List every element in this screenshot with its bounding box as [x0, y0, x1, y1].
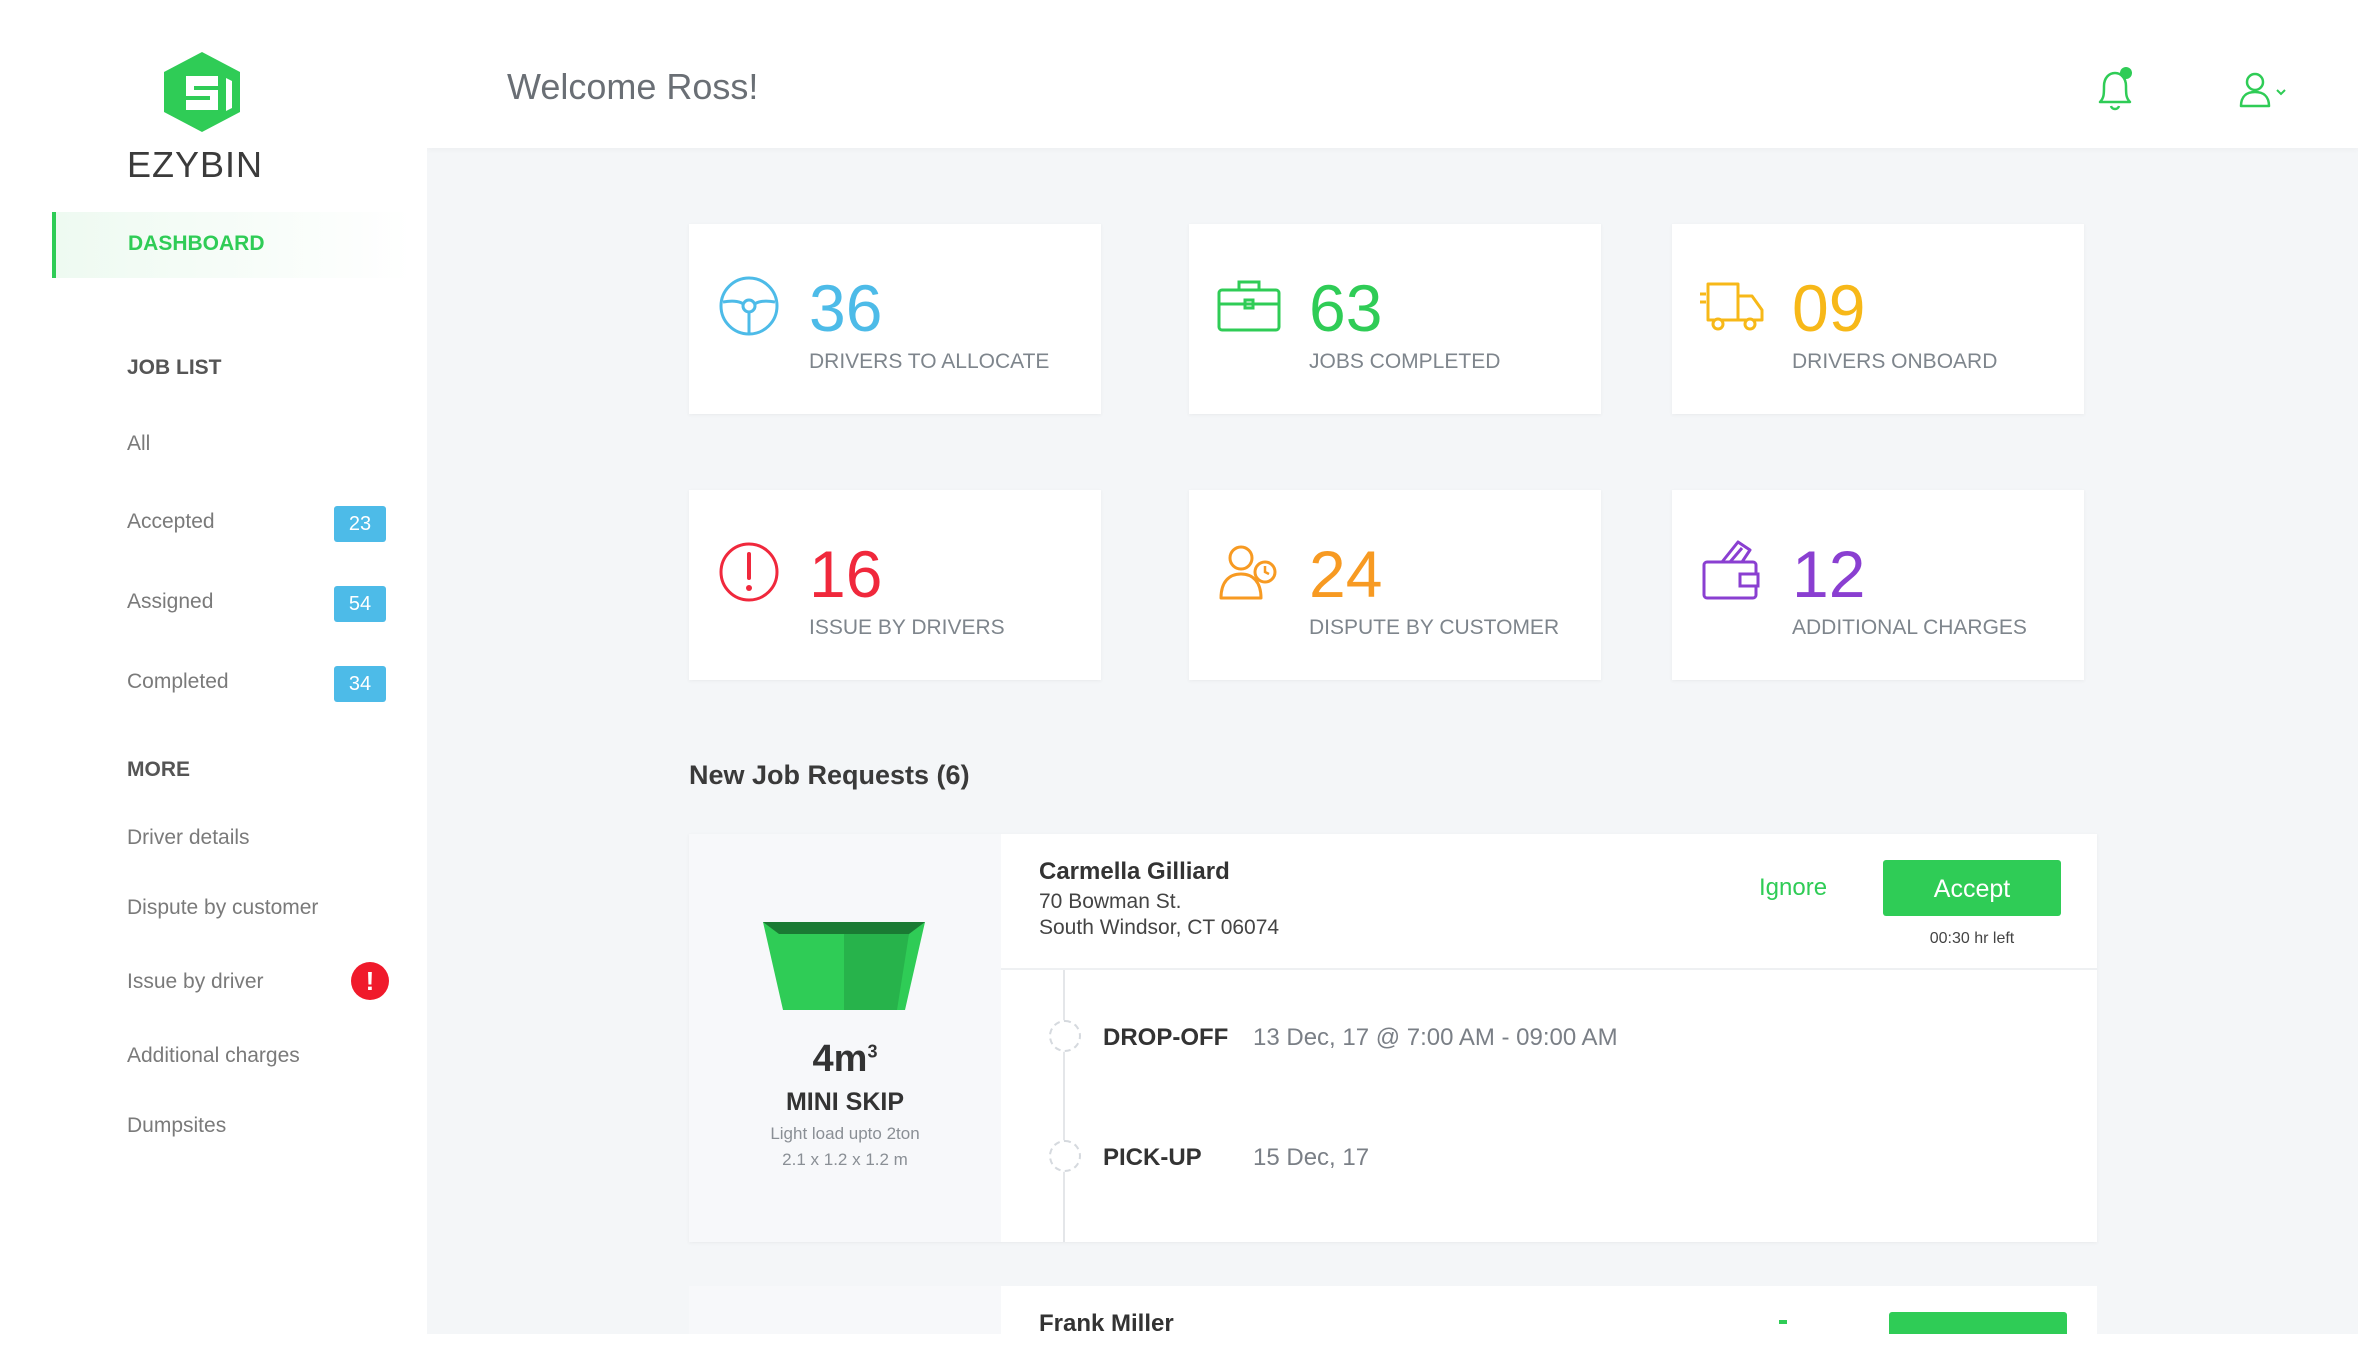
main-content: Welcome Ross! 36 DRIVERS TO ALLOCATE 63 … — [427, 36, 2358, 1334]
sidebar-item-dispute-by-customer[interactable]: Dispute by customer — [127, 896, 319, 919]
stat-value: 09 — [1792, 271, 1866, 345]
stat-card-drivers-onboard[interactable]: 09 DRIVERS ONBOARD — [1672, 224, 2084, 414]
timeline-dot-pickup — [1049, 1140, 1081, 1172]
sidebar-item-dumpsites[interactable]: Dumpsites — [127, 1114, 227, 1137]
sidebar: EZYBIN DASHBOARD JOB LIST All Accepted 2… — [0, 0, 427, 1354]
stat-value: 24 — [1309, 537, 1383, 611]
stat-label: DRIVERS TO ALLOCATE — [809, 350, 1050, 373]
customer-address-line2: South Windsor, CT 06074 — [1039, 916, 1280, 939]
stat-label: JOBS COMPLETED — [1309, 350, 1501, 373]
steering-wheel-icon — [719, 276, 779, 336]
bell-icon[interactable] — [2090, 64, 2140, 116]
accept-button[interactable]: Accept — [1883, 860, 2061, 916]
sidebar-item-assigned[interactable]: Assigned — [127, 590, 214, 613]
sidebar-item-completed[interactable]: Completed — [127, 670, 229, 693]
customer-address-line1: 70 Bowman St. — [1039, 890, 1182, 913]
section-title-more: MORE — [127, 758, 190, 781]
skip-info: 4m3 MINI SKIP Light load upto 2ton 2.1 x… — [689, 834, 1001, 1242]
dropoff-label: DROP-OFF — [1103, 1024, 1229, 1051]
brand-name: EZYBIN — [127, 144, 264, 185]
timeline-line — [1063, 970, 1065, 1242]
sidebar-item-label: DASHBOARD — [128, 232, 265, 255]
ezybin-logo-icon — [164, 52, 240, 132]
user-menu-icon[interactable] — [2235, 68, 2295, 112]
sidebar-item-accepted[interactable]: Accepted — [127, 510, 215, 533]
skip-dimensions: 2.1 x 1.2 x 1.2 m — [782, 1150, 908, 1169]
job-request-card: Frank Miller — [689, 1286, 2097, 1334]
stat-value: 36 — [809, 271, 883, 345]
pickup-value: 15 Dec, 17 — [1253, 1144, 1370, 1171]
accept-button[interactable] — [1889, 1312, 2067, 1334]
skip-name: MINI SKIP — [785, 1088, 905, 1116]
stat-label: DISPUTE BY CUSTOMER — [1309, 616, 1560, 639]
job-request-card: 4m3 MINI SKIP Light load upto 2ton 2.1 x… — [689, 834, 2097, 1242]
skip-volume-value: 4m — [812, 1038, 868, 1080]
skip-bin-icon — [763, 922, 925, 1010]
stat-card-dispute-by-customer[interactable]: 24 DISPUTE BY CUSTOMER — [1189, 490, 1601, 680]
skip-volume-unit: 3 — [867, 1041, 878, 1062]
sidebar-item-dashboard[interactable]: DASHBOARD — [52, 212, 412, 278]
timeline-dot-dropoff — [1049, 1020, 1081, 1052]
sidebar-item-additional-charges[interactable]: Additional charges — [127, 1044, 300, 1067]
stat-card-issue-by-drivers[interactable]: 16 ISSUE BY DRIVERS — [689, 490, 1101, 680]
section-title-job-list: JOB LIST — [127, 356, 222, 379]
sidebar-item-driver-details[interactable]: Driver details — [127, 826, 250, 849]
top-bar: Welcome Ross! — [427, 36, 2358, 148]
welcome-message: Welcome Ross! — [507, 66, 759, 107]
skip-volume: 4m3 — [689, 1038, 1001, 1081]
truck-icon — [1700, 282, 1764, 331]
ignore-button[interactable] — [1779, 1320, 1787, 1324]
alert-badge-icon: ! — [351, 962, 389, 1000]
stat-card-additional-charges[interactable]: 12 ADDITIONAL CHARGES — [1672, 490, 2084, 680]
stat-value: 63 — [1309, 271, 1383, 345]
customer-name: Frank Miller — [1039, 1310, 1174, 1334]
stat-card-jobs-completed[interactable]: 63 JOBS COMPLETED — [1189, 224, 1601, 414]
count-badge-accepted: 23 — [334, 506, 386, 542]
stat-label: ADDITIONAL CHARGES — [1792, 616, 2027, 639]
skip-load-description: Light load upto 2ton — [770, 1124, 920, 1143]
wallet-icon — [1702, 540, 1760, 600]
pickup-label: PICK-UP — [1103, 1144, 1202, 1171]
alert-circle-icon — [719, 542, 779, 602]
stat-label: ISSUE BY DRIVERS — [809, 616, 1005, 639]
briefcase-icon — [1217, 280, 1281, 332]
divider — [1001, 968, 2097, 970]
ignore-button[interactable]: Ignore — [1759, 874, 1828, 901]
stat-card-drivers-to-allocate[interactable]: 36 DRIVERS TO ALLOCATE — [689, 224, 1101, 414]
dispute-users-icon — [1219, 545, 1277, 600]
new-job-requests-title: New Job Requests (6) — [689, 760, 970, 790]
count-badge-assigned: 54 — [334, 586, 386, 622]
time-left: 00:30 hr left — [1929, 930, 2015, 947]
stat-value: 16 — [809, 537, 883, 611]
skip-info — [689, 1286, 1001, 1334]
count-badge-completed: 34 — [334, 666, 386, 702]
dropoff-value: 13 Dec, 17 @ 7:00 AM - 09:00 AM — [1253, 1024, 1618, 1051]
stat-label: DRIVERS ONBOARD — [1792, 350, 1998, 373]
sidebar-item-all[interactable]: All — [127, 432, 151, 455]
sidebar-item-issue-by-driver[interactable]: Issue by driver — [127, 970, 264, 993]
customer-name: Carmella Gilliard — [1039, 858, 1230, 885]
stat-value: 12 — [1792, 537, 1866, 611]
